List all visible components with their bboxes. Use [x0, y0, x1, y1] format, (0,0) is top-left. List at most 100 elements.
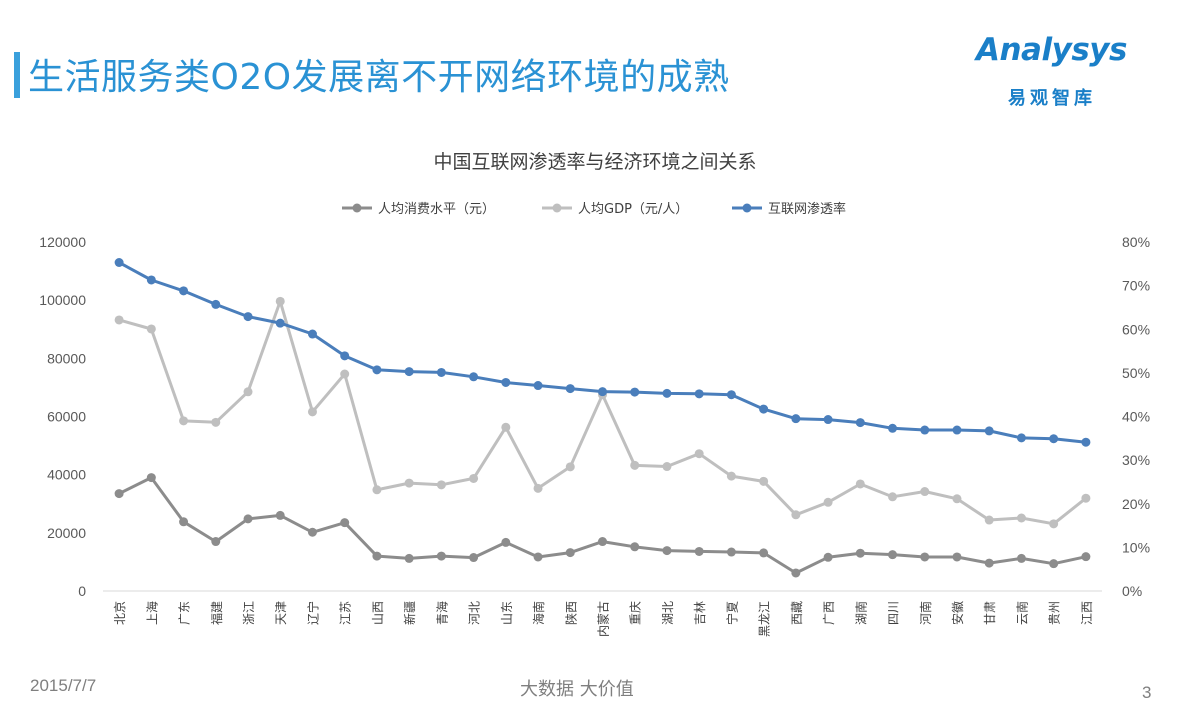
x-category-label: 湖北 — [660, 601, 675, 625]
data-point — [114, 489, 124, 499]
x-category-label: 青海 — [434, 601, 449, 625]
data-point — [275, 296, 285, 306]
legend-swatch-marker — [742, 203, 752, 213]
data-point — [565, 384, 575, 394]
data-point — [791, 414, 801, 424]
data-point — [1016, 513, 1026, 523]
data-point — [1016, 433, 1026, 443]
data-point — [501, 377, 511, 387]
data-point — [469, 473, 479, 483]
data-point — [1049, 519, 1059, 529]
data-point — [984, 426, 994, 436]
y-right-tick-label: 80% — [1122, 234, 1150, 250]
x-category-label: 江西 — [1080, 601, 1094, 625]
legend-label: 互联网渗透率 — [768, 201, 846, 217]
x-category-label: 内蒙古 — [596, 601, 611, 637]
y-right-tick-label: 70% — [1122, 278, 1150, 294]
x-category-label: 四川 — [887, 601, 901, 625]
y-right-tick-label: 0% — [1122, 583, 1142, 599]
x-category-label: 湖南 — [853, 601, 868, 625]
footer-slogan: 大数据 大价值 — [520, 679, 634, 700]
x-category-label: 福建 — [209, 601, 224, 625]
x-category-label: 陕西 — [563, 601, 578, 625]
data-point — [501, 537, 511, 547]
legend-item: 人均GDP（元/人） — [542, 202, 688, 217]
data-point — [243, 312, 253, 322]
y-left-tick-label: 40000 — [47, 467, 86, 483]
data-point — [759, 404, 769, 414]
page-number: 3 — [1142, 683, 1152, 702]
data-point — [630, 460, 640, 470]
x-category-label: 广西 — [822, 601, 836, 625]
x-category-label: 北京 — [113, 601, 127, 625]
data-point — [694, 389, 704, 399]
data-point — [662, 388, 672, 398]
x-category-label: 辽宁 — [305, 601, 320, 625]
data-point — [662, 546, 672, 556]
data-point — [372, 485, 382, 495]
logo-wordmark: Analysys — [976, 32, 1127, 68]
chart-legend: 人均消费水平（元） 人均GDP（元/人） 互联网渗透率 — [342, 201, 846, 217]
data-point — [469, 372, 479, 382]
data-point — [888, 492, 898, 502]
data-point — [1016, 553, 1026, 563]
data-point — [598, 537, 607, 547]
x-category-label: 江苏 — [339, 601, 353, 625]
data-point — [823, 552, 833, 562]
x-category-label: 浙江 — [242, 601, 256, 625]
data-point — [759, 548, 769, 558]
data-point — [404, 367, 414, 377]
data-point — [726, 547, 736, 557]
data-point — [307, 407, 317, 417]
data-point — [340, 518, 350, 528]
data-point — [694, 546, 704, 556]
data-point — [952, 425, 962, 435]
data-point — [533, 483, 543, 493]
footer-date: 2015/7/7 — [30, 676, 97, 695]
data-point — [243, 514, 253, 524]
data-point — [469, 553, 479, 563]
legend-swatch-marker — [552, 203, 562, 213]
chart-title: 中国互联网渗透率与经济环境之间关系 — [433, 151, 756, 173]
x-category-label: 安徽 — [950, 601, 965, 625]
series-line — [118, 299, 1087, 526]
data-point — [662, 462, 672, 472]
y-left-tick-label: 120000 — [39, 234, 86, 250]
y-right-tick-label: 50% — [1122, 365, 1150, 381]
data-point — [855, 548, 865, 558]
x-category-label: 上海 — [144, 601, 159, 625]
x-category-label: 天津 — [274, 601, 288, 625]
data-point — [146, 275, 156, 285]
data-point — [404, 553, 414, 563]
x-category-label: 宁夏 — [724, 601, 739, 625]
analysys-logo: Analysys 易观智库 — [976, 30, 1156, 110]
data-point — [598, 387, 607, 397]
data-point — [372, 551, 382, 561]
data-point — [952, 494, 962, 504]
x-category-label: 贵州 — [1048, 601, 1062, 625]
data-point — [726, 390, 736, 400]
internet-penetration-chart: 中国互联网渗透率与经济环境之间关系 人均消费水平（元） 人均GDP（元/人） 互联网… — [39, 151, 1150, 637]
chart-plot-area — [114, 258, 1091, 578]
data-point — [340, 351, 350, 361]
data-point — [211, 537, 221, 547]
data-point — [179, 416, 189, 426]
y-left-tick-label: 60000 — [47, 409, 86, 425]
data-point — [791, 568, 801, 578]
data-point — [855, 418, 865, 428]
data-point — [630, 387, 640, 397]
data-point — [855, 479, 865, 489]
x-category-label: 山西 — [371, 601, 385, 625]
data-point — [501, 422, 511, 432]
data-point — [565, 548, 575, 558]
data-point — [565, 462, 575, 472]
data-point — [630, 542, 640, 552]
data-point — [952, 552, 962, 562]
data-point — [404, 478, 414, 488]
data-point — [179, 517, 189, 527]
y-left-tick-label: 80000 — [47, 350, 86, 366]
data-point — [307, 329, 317, 339]
data-point — [114, 315, 124, 325]
x-category-label: 山东 — [500, 601, 514, 625]
x-category-label: 甘肃 — [983, 601, 997, 625]
